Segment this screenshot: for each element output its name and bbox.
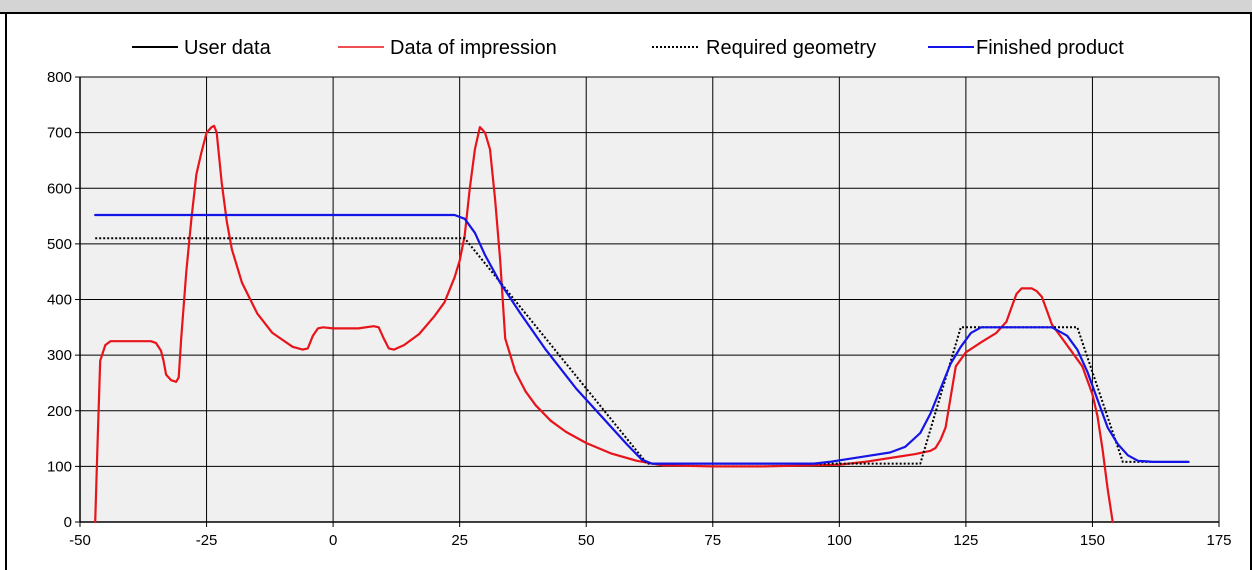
x-tick-label: 75: [704, 532, 721, 549]
x-tick-label: -50: [69, 532, 91, 549]
y-tick-label: 400: [47, 292, 72, 309]
y-tick-label: 500: [47, 236, 72, 253]
x-tick-label: 125: [953, 532, 978, 549]
legend-item-finished-product: Finished product: [928, 37, 1124, 59]
window-top-bar: [0, 0, 1252, 14]
x-tick-label: 175: [1206, 532, 1231, 549]
y-tick-label: 600: [47, 180, 72, 197]
x-axis-tick-labels: -50 -25 0 25 50 75 100 125 150 175: [69, 522, 1232, 549]
x-tick-label: 100: [827, 532, 852, 549]
series-lines: [94, 124, 1190, 524]
legend-label-data-of-impression: Data of impression: [390, 37, 557, 59]
y-tick-label: 800: [47, 69, 72, 86]
legend-label-finished-product: Finished product: [976, 37, 1124, 59]
chart-frame: [5, 14, 1252, 570]
y-axis-tick-labels: 0 100 200 300 400 500 600 700 800: [47, 69, 80, 531]
legend-item-data-of-impression: Data of impression: [338, 37, 557, 59]
x-tick-label: 150: [1080, 532, 1105, 549]
legend-label-user-data: User data: [184, 37, 272, 59]
legend-item-required-geometry: Required geometry: [652, 37, 876, 59]
legend: User data Data of impression Required ge…: [132, 37, 1124, 59]
x-tick-label: -25: [196, 532, 218, 549]
series-line-finished-product: [94, 213, 1190, 465]
series-line-data-of-impression: [94, 124, 1114, 524]
x-tick-label: 25: [451, 532, 468, 549]
x-tick-label: 0: [329, 532, 337, 549]
y-tick-label: 200: [47, 403, 72, 420]
x-tick-label: 50: [578, 532, 595, 549]
y-tick-label: 700: [47, 125, 72, 142]
grid-lines: [80, 76, 1220, 522]
y-tick-label: 300: [47, 347, 72, 364]
y-tick-label: 100: [47, 458, 72, 475]
legend-label-required-geometry: Required geometry: [706, 37, 876, 59]
y-tick-label: 0: [64, 514, 72, 531]
legend-item-user-data: User data: [132, 37, 272, 59]
